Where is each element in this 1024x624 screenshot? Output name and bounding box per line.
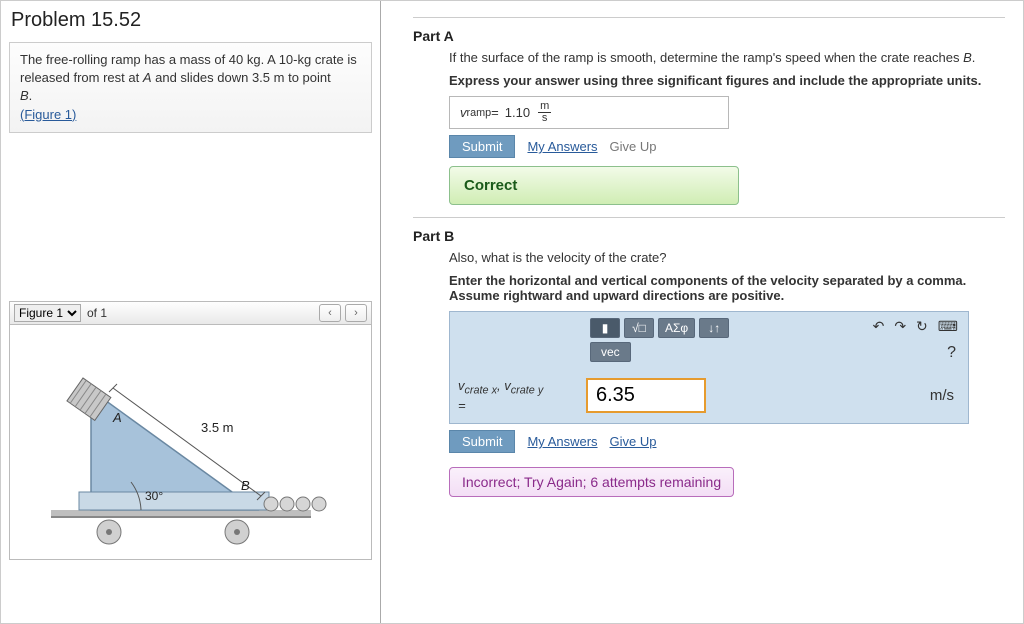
- give-up-link[interactable]: Give Up: [610, 434, 657, 449]
- label-B: B: [241, 478, 250, 493]
- submit-button[interactable]: Submit: [449, 430, 515, 453]
- part-a-answer-box: vramp = 1.10 ms: [449, 96, 729, 129]
- text: and slides down 3.5: [152, 70, 274, 85]
- text: .: [972, 50, 976, 65]
- part-b-prompt: Also, what is the velocity of the crate?: [449, 250, 1005, 265]
- figure-next-button[interactable]: ›: [345, 304, 367, 322]
- incorrect-feedback: Incorrect; Try Again; 6 attempts remaini…: [449, 467, 734, 497]
- keyboard-icon[interactable]: ⌨: [938, 318, 958, 335]
- toolbar-right: ↶ ↷ ↻ ⌨: [873, 318, 958, 335]
- eq: =: [491, 105, 499, 120]
- unit-m: m: [274, 70, 285, 85]
- submit-button[interactable]: Submit: [449, 135, 515, 158]
- correct-feedback: Correct: [449, 166, 739, 205]
- answer-toolbar: ▮ √□ ΑΣφ ↓↑ ↶ ↷ ↻ ⌨ vec ?: [449, 311, 969, 368]
- my-answers-link[interactable]: My Answers: [527, 434, 597, 449]
- divider: [413, 217, 1005, 218]
- my-answers-link[interactable]: My Answers: [527, 139, 597, 154]
- ramp-figure-svg: 3.5 m A B 30°: [31, 332, 351, 552]
- page: Problem 15.52 The free-rolling ramp has …: [0, 0, 1024, 624]
- text: The free-rolling ramp has a mass of 40: [20, 52, 247, 67]
- length-label: 3.5 m: [201, 420, 234, 435]
- part-b-input-row: vcrate x, vcrate y= m/s: [449, 368, 969, 424]
- sub-y: crate y: [511, 385, 544, 397]
- template-icon[interactable]: ▮: [590, 318, 620, 338]
- text: .: [29, 88, 33, 103]
- eq: =: [458, 398, 466, 413]
- figure-nav: ‹ ›: [319, 304, 367, 322]
- sub-x: crate x: [465, 385, 498, 397]
- label-A: A: [112, 410, 122, 425]
- divider: [413, 17, 1005, 18]
- lhs-expression: vcrate x, vcrate y=: [458, 378, 578, 413]
- problem-title: Problem 15.52: [1, 1, 380, 38]
- part-a-instruct: Express your answer using three signific…: [449, 73, 1005, 88]
- part-b-title: Part B: [413, 228, 1005, 244]
- reset-icon[interactable]: ↻: [916, 318, 928, 335]
- greek-button[interactable]: ΑΣφ: [658, 318, 695, 338]
- sqrt-button[interactable]: √□: [624, 318, 654, 338]
- sym-sub: ramp: [467, 107, 492, 119]
- part-a-prompt: If the surface of the ramp is smooth, de…: [449, 50, 1005, 65]
- figure-select[interactable]: Figure 1: [14, 304, 81, 322]
- give-up-link[interactable]: Give Up: [610, 139, 657, 154]
- figure-prev-button[interactable]: ‹: [319, 304, 341, 322]
- unit-kg: kg: [298, 52, 312, 67]
- figure-of-text: of 1: [87, 306, 107, 320]
- ans-value: 1.10: [505, 105, 530, 120]
- figure-canvas: 3.5 m A B 30°: [9, 325, 372, 560]
- left-panel: Problem 15.52 The free-rolling ramp has …: [1, 1, 381, 623]
- unit-label: m/s: [930, 387, 954, 404]
- text: to point: [284, 70, 330, 85]
- figure-link[interactable]: (Figure 1): [20, 107, 76, 122]
- help-icon[interactable]: ?: [947, 344, 956, 362]
- arrows-button[interactable]: ↓↑: [699, 318, 729, 338]
- angle-label: 30°: [145, 489, 163, 503]
- redo-icon[interactable]: ↷: [894, 318, 906, 335]
- text: If the surface of the ramp is smooth, de…: [449, 50, 963, 65]
- point-b: B: [963, 50, 972, 65]
- figure-bar: Figure 1 of 1 ‹ ›: [9, 301, 372, 325]
- part-a-submit-row: Submit My Answers Give Up: [449, 135, 1005, 158]
- part-b-instruct: Enter the horizontal and vertical compon…: [449, 273, 1005, 303]
- answer-input[interactable]: [586, 378, 706, 413]
- point-b: B: [20, 88, 29, 103]
- part-b-submit-row: Submit My Answers Give Up: [449, 430, 1005, 453]
- part-a-title: Part A: [413, 28, 1005, 44]
- right-panel: Part A If the surface of the ramp is smo…: [381, 1, 1023, 623]
- ans-unit: ms: [538, 101, 551, 124]
- point-a: A: [143, 70, 152, 85]
- undo-icon[interactable]: ↶: [873, 318, 885, 335]
- unit-kg: kg: [247, 52, 261, 67]
- problem-statement: The free-rolling ramp has a mass of 40 k…: [9, 42, 372, 133]
- text: . A 10-: [261, 52, 298, 67]
- unit-den: s: [542, 113, 548, 124]
- vec-button[interactable]: vec: [590, 342, 631, 362]
